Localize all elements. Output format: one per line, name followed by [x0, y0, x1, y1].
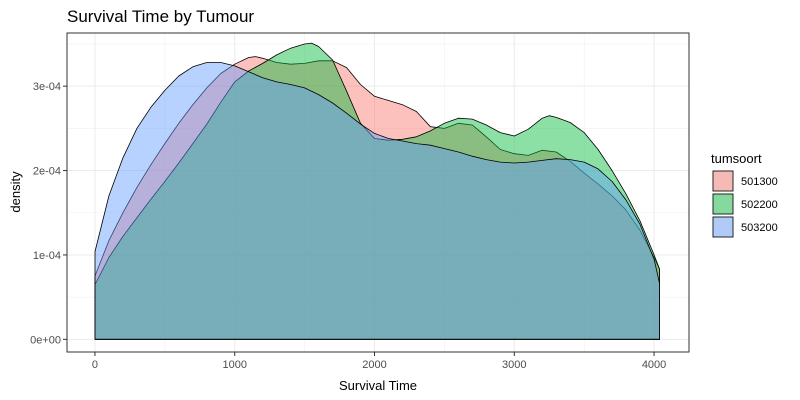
x-tick-label: 0 — [92, 359, 98, 371]
legend: tumsoort 501300 502200 503200 — [711, 151, 778, 238]
legend-label-502200: 502200 — [741, 199, 778, 211]
x-tick-label: 1000 — [222, 359, 246, 371]
legend-key-bg — [712, 216, 734, 238]
chart-title: Survival Time by Tumour — [67, 7, 254, 26]
x-tick-label: 3000 — [502, 359, 526, 371]
legend-key-503200 — [712, 216, 734, 238]
y-tick-label: 2e-04 — [33, 166, 61, 178]
legend-title: tumsoort — [711, 151, 762, 166]
x-axis-title: Survival Time — [339, 378, 417, 393]
y-tick-label: 0e+00 — [30, 334, 61, 346]
y-tick-label: 3e-04 — [33, 81, 61, 93]
legend-key-502200 — [712, 193, 734, 215]
density-areas — [94, 42, 660, 340]
density-area-502200 — [94, 42, 660, 340]
plot-border — [66, 32, 690, 353]
y-tick-label: 1e-04 — [33, 250, 61, 262]
y-axis-title: density — [8, 171, 23, 213]
legend-label-501300: 501300 — [741, 176, 778, 188]
legend-key-501300 — [712, 170, 734, 192]
legend-key-bg — [712, 193, 734, 215]
legend-label-503200: 503200 — [741, 222, 778, 234]
x-tick-label: 4000 — [642, 359, 666, 371]
x-tick-label: 2000 — [362, 359, 386, 371]
density-area-501300 — [94, 56, 660, 340]
y-axis: 0e+00 1e-04 2e-04 3e-04 — [30, 81, 67, 346]
density-area-503200 — [94, 62, 660, 340]
x-axis: 0 1000 2000 3000 4000 — [92, 352, 666, 371]
legend-key-bg — [712, 170, 734, 192]
